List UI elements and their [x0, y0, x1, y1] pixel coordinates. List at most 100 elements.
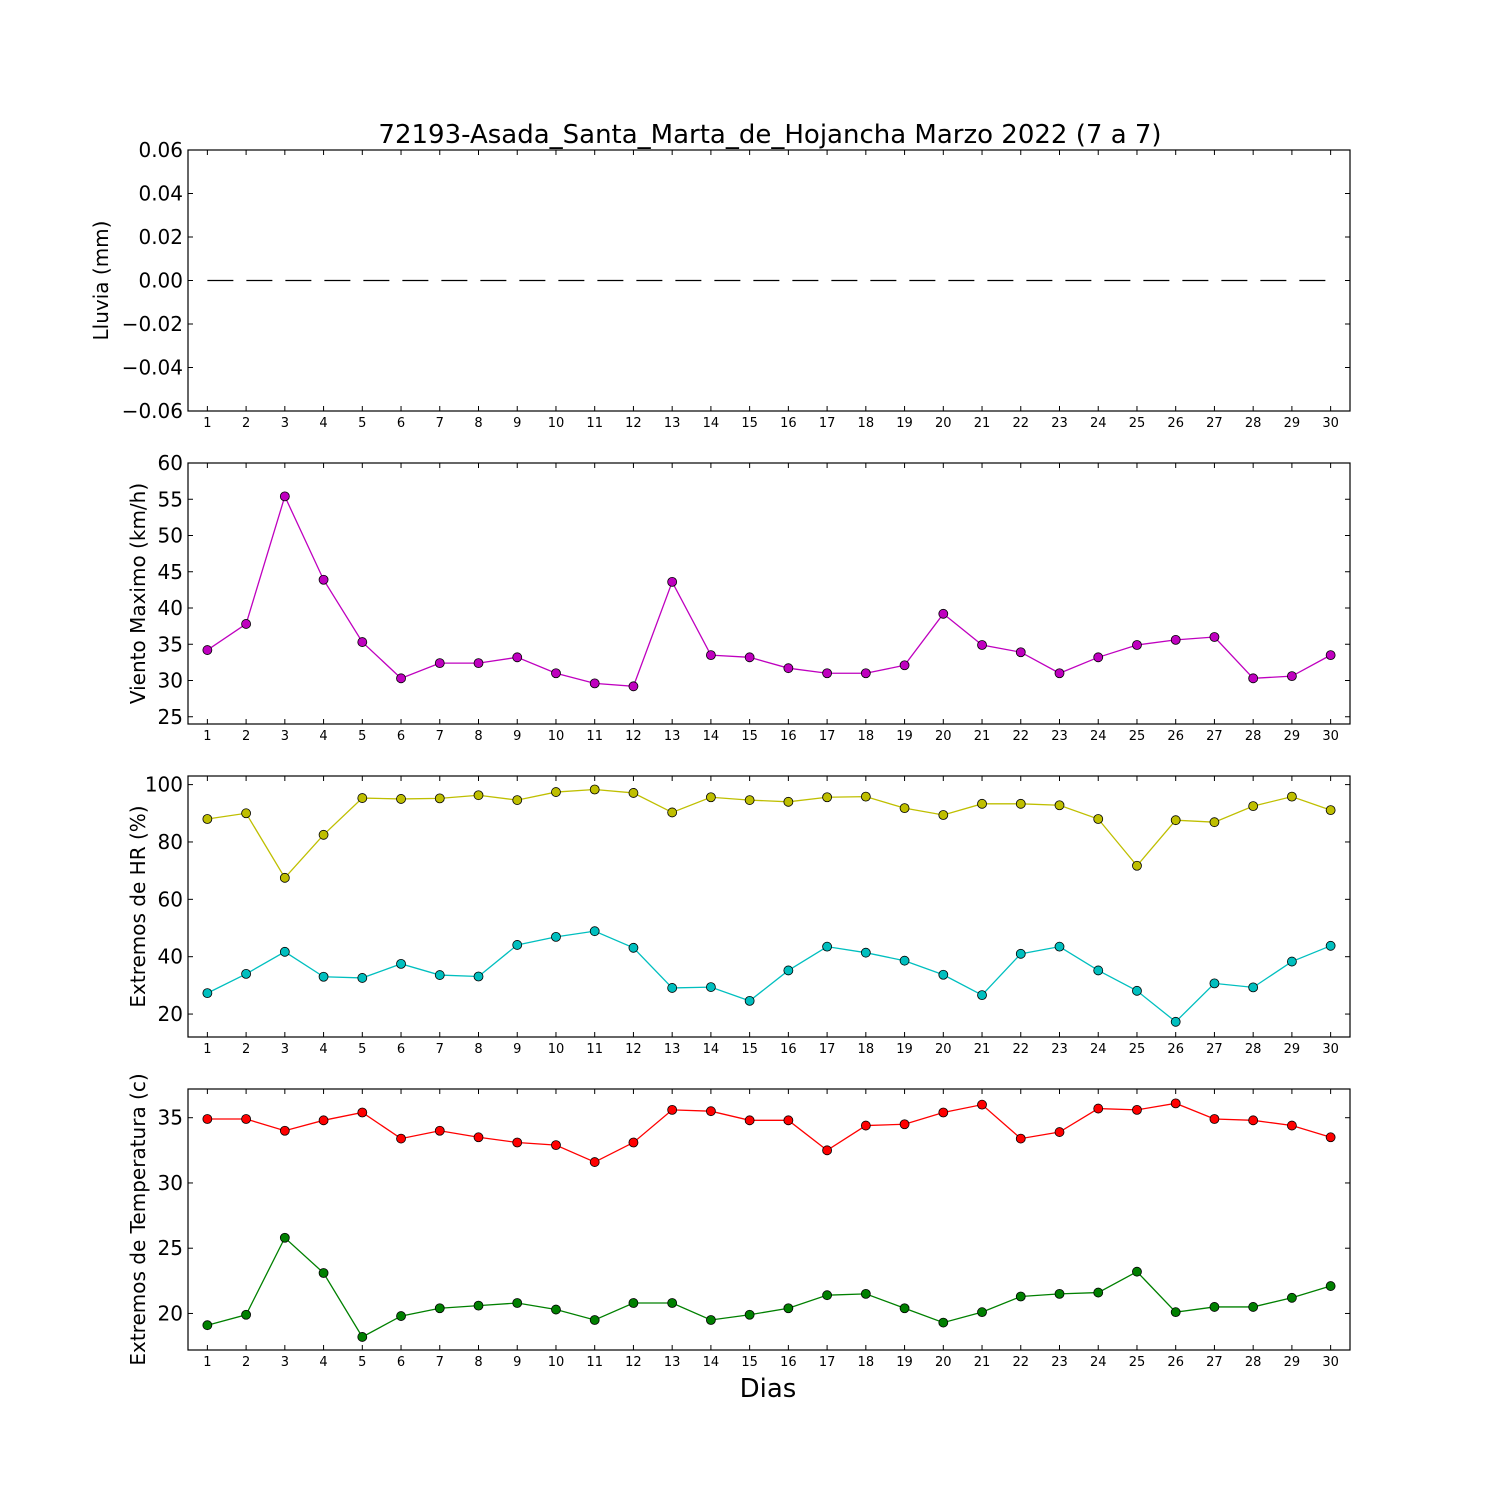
wind-xtick-label: 25: [1129, 729, 1146, 744]
temperature-series-1-point: [1015, 1291, 1026, 1302]
wind-xtick-label: 9: [513, 729, 521, 744]
rain-xtick-label: 15: [741, 416, 758, 431]
humidity-series-0-point: [860, 791, 871, 802]
temperature-xtick-label: 10: [548, 1355, 565, 1370]
rain-xtick-label: 21: [974, 416, 991, 431]
humidity-series-1-point: [551, 932, 561, 942]
wind-xtick-label: 12: [625, 729, 642, 744]
humidity-xtick-label: 20: [935, 1042, 952, 1057]
humidity-series-1-point: [1248, 982, 1259, 993]
wind-xtick-label: 11: [586, 729, 603, 744]
rain-xtick-label: 10: [548, 416, 565, 431]
humidity-series-0-point: [241, 808, 252, 819]
humidity-series-1-point: [977, 990, 987, 1001]
humidity-ytick-label: 80: [158, 830, 183, 854]
temperature-series-0-point: [783, 1115, 794, 1126]
temperature-series-0-point: [977, 1099, 987, 1110]
temperature-series-0-point: [1325, 1132, 1336, 1143]
humidity-series-0-point: [977, 798, 987, 809]
humidity-series-0-point: [551, 787, 561, 797]
temperature-series-0-point: [899, 1119, 910, 1130]
wind-xtick-label: 2: [242, 729, 250, 744]
temperature-plot-frame: [187, 1088, 1351, 1351]
rain-xtick-label: 2: [242, 416, 250, 431]
humidity-series-1-point: [783, 965, 794, 976]
rain-y-axis-label: Lluvia (mm): [89, 221, 113, 341]
humidity-series-1-point: [1054, 941, 1065, 952]
wind-ytick-label: 60: [158, 451, 183, 475]
wind-series-0-point: [628, 681, 639, 692]
humidity-xtick-label: 28: [1245, 1042, 1262, 1057]
humidity-xtick-label: 25: [1129, 1042, 1146, 1057]
temperature-series-1-point: [434, 1303, 445, 1314]
temperature-series-0-point: [357, 1107, 368, 1118]
wind-series-0-point: [241, 619, 252, 629]
wind-series-0-point: [1132, 640, 1142, 650]
rain-xtick-label: 13: [664, 416, 681, 431]
temperature-xtick-label: 20: [935, 1355, 952, 1370]
temperature-series-0-point: [1170, 1098, 1181, 1109]
wind-xtick-label: 1: [203, 729, 211, 744]
rain-xtick-label: 28: [1245, 416, 1262, 431]
humidity-series-1-point: [1287, 956, 1297, 967]
humidity-series-0-point: [938, 810, 949, 820]
temperature-series-0-point: [473, 1132, 484, 1143]
wind-xtick-label: 28: [1245, 729, 1262, 744]
temperature-series-1-point: [783, 1303, 794, 1314]
temperature-series-1-line: [207, 1236, 1331, 1338]
wind-xtick-label: 14: [703, 729, 720, 744]
wind-series-0-point: [512, 652, 523, 663]
wind-xtick-label: 27: [1206, 729, 1223, 744]
rain-ytick-label: 0.00: [138, 269, 183, 293]
wind-series-0-point: [783, 663, 794, 674]
temperature-xtick-label: 23: [1051, 1355, 1068, 1370]
temperature-series-1-point: [899, 1303, 910, 1314]
wind-series-0-point: [1170, 635, 1181, 645]
rain-xtick-label: 5: [358, 416, 366, 431]
temperature-series-1-point: [202, 1320, 213, 1331]
humidity-xtick-label: 12: [625, 1042, 642, 1057]
wind-xtick-label: 22: [1012, 729, 1029, 744]
humidity-xtick-label: 14: [703, 1042, 720, 1057]
humidity-series-1-point: [1209, 978, 1220, 989]
humidity-xtick-label: 22: [1012, 1042, 1029, 1057]
temperature-series-1-point: [1287, 1292, 1297, 1303]
wind-series-0-point: [1209, 632, 1220, 642]
temperature-series-0-point: [396, 1133, 406, 1144]
temperature-series-1-point: [551, 1304, 561, 1315]
humidity-xtick-label: 1: [203, 1042, 211, 1057]
temperature-series-0-line: [207, 1102, 1331, 1163]
wind-series-0-point: [899, 660, 910, 671]
humidity-series-1-point: [667, 983, 678, 993]
humidity-series-1-point: [1325, 940, 1336, 951]
humidity-series-0-point: [899, 803, 910, 814]
wind-ytick-label: 45: [158, 560, 183, 584]
rain-xtick-label: 8: [474, 416, 482, 431]
wind-plot-frame: [187, 462, 1351, 725]
humidity-series-0-point: [783, 796, 794, 807]
humidity-xtick-label: 13: [664, 1042, 681, 1057]
humidity-series-1-point: [938, 969, 949, 980]
humidity-series-0-point: [1287, 791, 1297, 802]
humidity-series-0-point: [1132, 860, 1142, 871]
temperature-y-axis-label: Extremos de Temperatura (c): [126, 1073, 150, 1365]
temperature-series-0-point: [279, 1125, 290, 1136]
temperature-series-1-point: [1054, 1288, 1065, 1299]
humidity-series-0-line: [207, 788, 1331, 879]
humidity-series-1-point: [279, 946, 290, 957]
wind-series-0-point: [434, 658, 445, 668]
wind-series-0-point: [1248, 673, 1259, 684]
wind-series-0-point: [473, 658, 484, 668]
wind-xtick-label: 17: [819, 729, 836, 744]
temperature-xtick-label: 13: [664, 1355, 681, 1370]
temperature-series-1-point: [318, 1268, 329, 1278]
temperature-series-0-point: [1093, 1103, 1104, 1114]
wind-ytick-label: 25: [158, 705, 183, 729]
temperature-xtick-label: 26: [1167, 1355, 1184, 1370]
humidity-series-0-point: [1054, 800, 1065, 811]
temperature-series-0-point: [241, 1114, 252, 1124]
rain-ytick-label: −0.06: [122, 399, 183, 423]
temperature-xtick-label: 25: [1129, 1355, 1146, 1370]
temperature-series-1-point: [628, 1298, 639, 1308]
